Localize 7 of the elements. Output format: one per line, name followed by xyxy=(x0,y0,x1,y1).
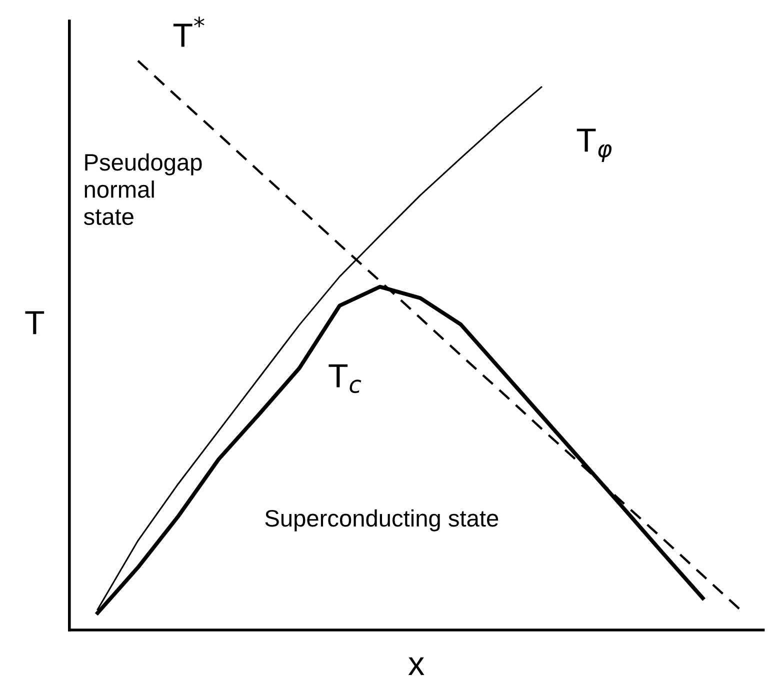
annotation: Pseudogap normal state xyxy=(84,153,202,225)
annotation: Superconducting state xyxy=(265,509,498,532)
series-label: T$^{*}$ xyxy=(173,16,204,47)
series-label: T$_{c}$ xyxy=(328,364,362,394)
x-axis-title: x xyxy=(408,657,424,675)
y-axis-title: T xyxy=(25,311,44,334)
series-label: T$_{φ}$ xyxy=(576,128,612,162)
